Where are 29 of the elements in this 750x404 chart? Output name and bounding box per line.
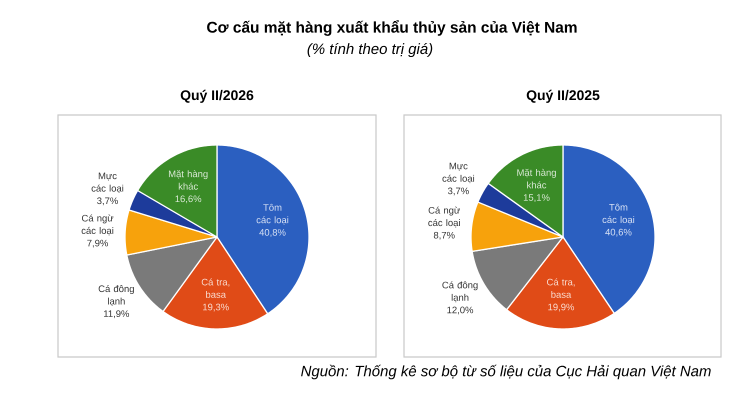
slice-label: Mực các loại — [92, 172, 124, 193]
slice-label: Cá đông lạnh — [442, 281, 478, 302]
data-label: 3,7% — [97, 197, 118, 206]
slice-label: Tôm các loại — [256, 204, 288, 225]
data-label: 12,0% — [447, 306, 474, 314]
data-label: 3,7% — [448, 188, 469, 196]
slice-label: Cá ngừ các loại — [428, 206, 460, 228]
slice-label: Mặt hàng khác — [517, 168, 556, 188]
text: Nguồn: Thống kê sơ bộ từ số liệu của Cục Hải quan Việt Nam — [301, 364, 711, 380]
data-label: 8,7% — [434, 232, 455, 240]
data-label: 40,8% — [259, 229, 286, 237]
data-label: 16,6% — [175, 195, 202, 204]
data-label: 7,9% — [87, 240, 108, 248]
data-label: 40,6% — [605, 228, 632, 237]
slice-label: Mặt hàng khác — [168, 170, 208, 190]
slice-label: Cá đông lạnh — [98, 285, 134, 306]
data-label: 15,1% — [524, 194, 550, 202]
slice-label: Cá tra, basa — [202, 278, 230, 298]
slice-label: Tôm các loại — [602, 204, 634, 224]
data-label: 11,9% — [104, 310, 130, 318]
slice-label: Cá tra, basa — [547, 278, 575, 298]
slice-label: Cá ngừ các loại — [82, 214, 114, 236]
data-label: 19,3% — [203, 304, 229, 312]
slice-label: Mực các loại — [442, 162, 474, 184]
text: Cơ cấu mặt hàng xuất khẩu thủy sản của Việt Nam — [207, 20, 577, 36]
data-label: 19,9% — [548, 304, 574, 312]
chart-title: Quý II/2025 — [526, 90, 600, 103]
chart-title: Quý II/2026 — [180, 90, 254, 103]
text: (% tính theo trị giá) — [308, 42, 432, 58]
